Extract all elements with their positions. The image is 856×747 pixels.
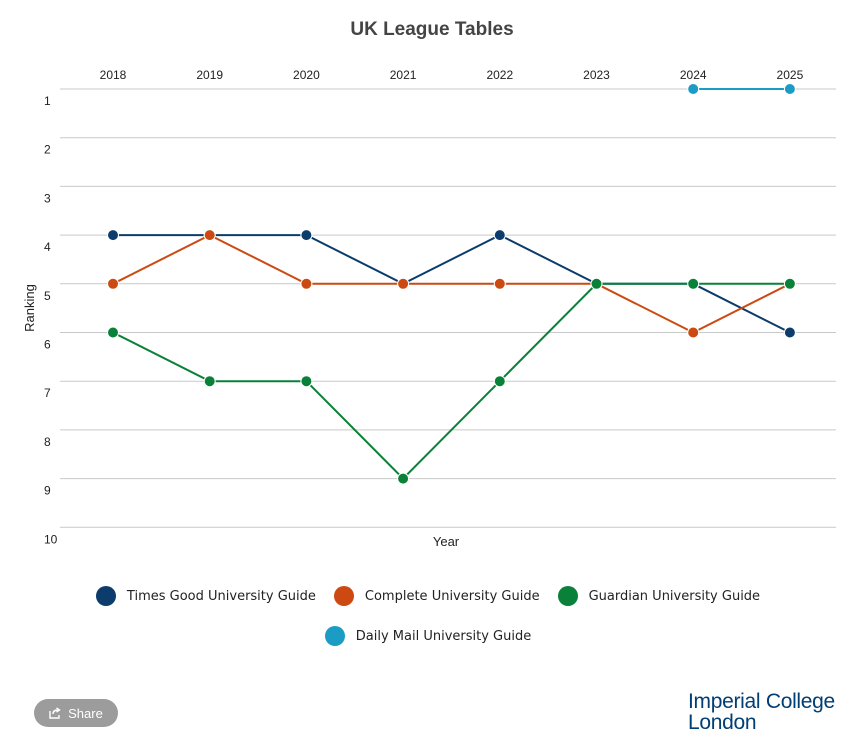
data-point[interactable] [783,277,796,290]
data-point[interactable] [107,277,119,290]
chart-title: UK League Tables [350,19,513,40]
legend-row-1: Times Good University Guide Complete Uni… [0,580,856,612]
imperial-college-logo: Imperial College London [688,691,848,733]
data-point[interactable] [687,326,700,339]
data-point[interactable] [687,277,700,290]
y-axis-label: Ranking [22,284,37,332]
data-point[interactable] [493,375,506,388]
y-tick-label: 7 [44,386,51,400]
y-tick-label: 9 [44,484,51,498]
x-tick-label: 2023 [583,68,610,82]
x-axis-label: Year [433,534,460,549]
series-layer [107,83,796,485]
x-tick-label: 2024 [680,68,707,82]
x-tick-label: 2018 [100,68,127,82]
series-group [687,83,796,95]
legend: Times Good University Guide Complete Uni… [0,580,856,660]
data-point[interactable] [203,375,216,388]
share-label: Share [68,705,103,721]
y-tick-label: 8 [44,435,51,449]
legend-marker-dailymail [324,626,345,646]
data-point[interactable] [203,229,216,242]
data-point[interactable] [687,83,700,95]
series-group [107,277,796,485]
legend-label-guardian: Guardian University Guide [588,588,761,604]
data-point[interactable] [783,326,796,339]
y-tick-label: 5 [44,289,51,303]
gridlines [60,88,836,528]
data-point[interactable] [397,472,410,485]
data-point[interactable] [590,277,603,290]
series-group [107,229,796,339]
data-point[interactable] [300,277,313,290]
logo-line-2: London [688,711,757,734]
legend-label-dailymail: Daily Mail University Guide [355,628,532,644]
y-tick-label: 1 [44,94,51,108]
legend-label-complete: Complete University Guide [364,588,540,604]
legend-row-2: Daily Mail University Guide [0,620,856,652]
x-tick-label: 2019 [196,68,223,82]
data-point[interactable] [493,277,506,290]
y-tick-label: 6 [44,338,51,352]
data-point[interactable] [300,375,313,388]
legend-marker-complete [333,586,354,606]
y-tick-label: 4 [44,240,51,254]
x-tick-label: 2021 [390,68,417,82]
legend-marker-guardian [557,586,578,606]
data-point[interactable] [783,83,796,95]
x-tick-labels: 2018 2019 2020 2021 2022 2023 2024 2025 [100,68,804,82]
share-icon [49,707,61,719]
data-point[interactable] [107,229,119,242]
data-point[interactable] [493,229,506,242]
legend-item-complete[interactable]: Complete University Guide [333,586,540,606]
legend-item-dailymail[interactable]: Daily Mail University Guide [324,626,532,646]
legend-item-guardian[interactable]: Guardian University Guide [557,586,761,606]
series-line [112,233,791,334]
series-line [112,282,790,481]
x-tick-label: 2025 [777,68,804,82]
data-point[interactable] [397,277,410,290]
legend-marker-times [95,586,116,606]
y-tick-label: 2 [44,143,51,157]
x-tick-label: 2020 [293,68,320,82]
data-point[interactable] [107,326,119,339]
line-chart: UK League Tables 2018 2019 2020 2021 2022 202… [22,19,836,549]
legend-item-times[interactable]: Times Good University Guide [95,586,316,606]
legend-label-times: Times Good University Guide [126,588,316,604]
x-tick-label: 2022 [486,68,513,82]
y-tick-labels: 1 2 3 4 5 6 7 8 9 10 [44,94,58,546]
logo-line-1: Imperial College [688,690,835,713]
y-tick-label: 10 [44,532,58,546]
y-tick-label: 3 [44,191,51,205]
share-button[interactable]: Share [34,699,118,727]
data-point[interactable] [300,229,313,242]
